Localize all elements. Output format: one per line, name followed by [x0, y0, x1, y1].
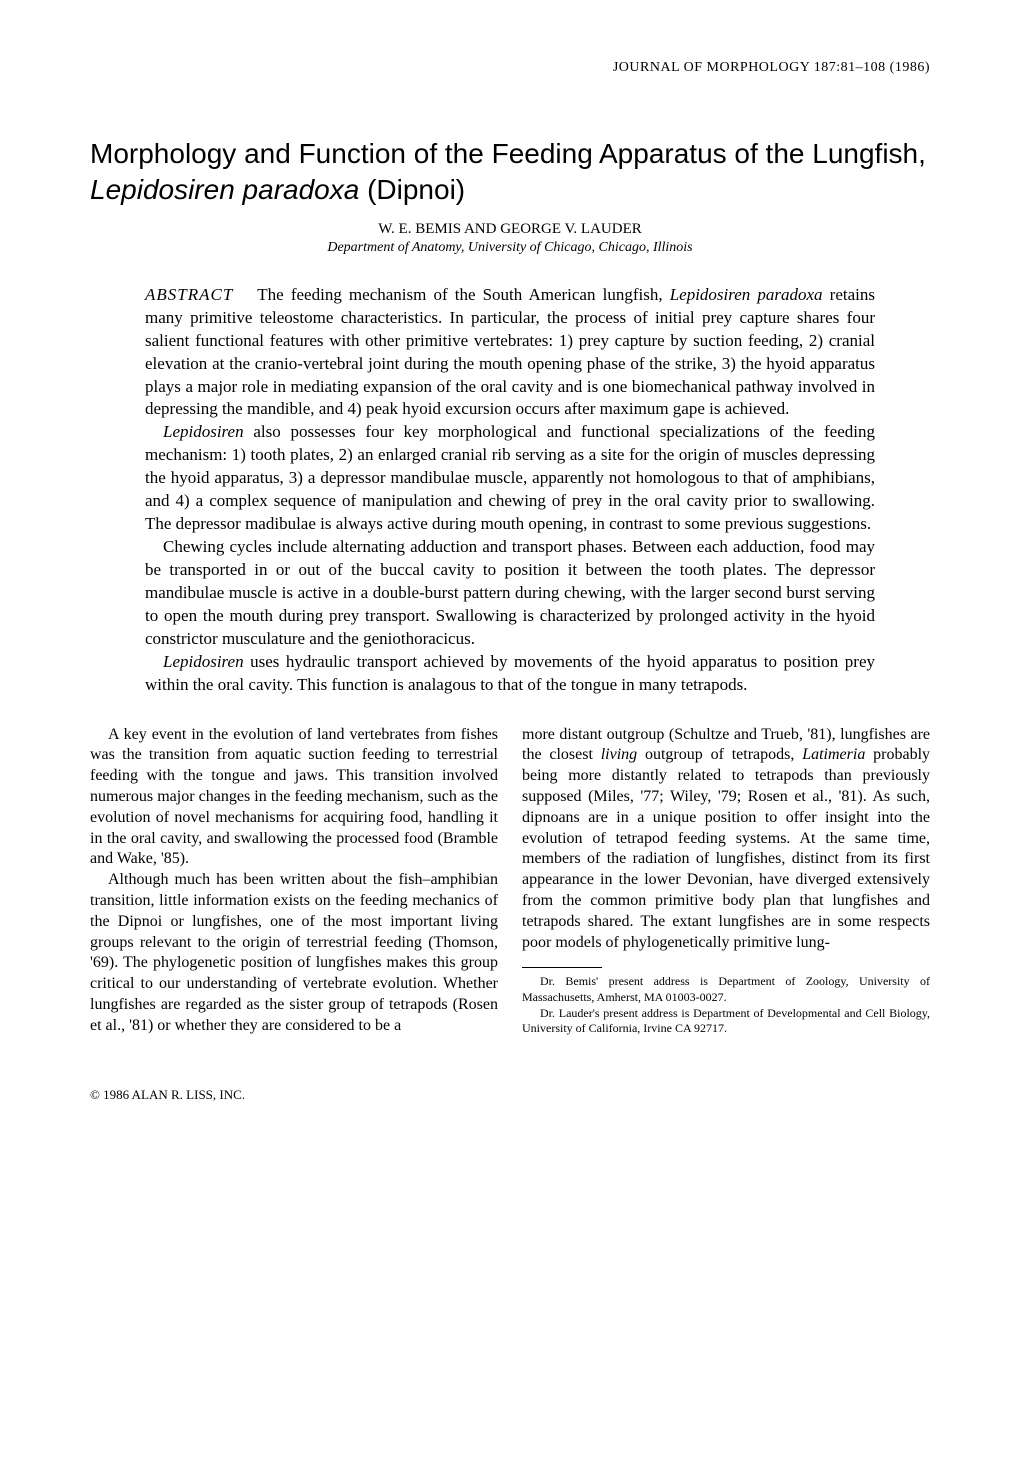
body-p1: A key event in the evolution of land ver…	[90, 725, 498, 871]
abstract-paragraph-3: Chewing cycles include alternating adduc…	[145, 536, 875, 651]
column-left: A key event in the evolution of land ver…	[90, 725, 498, 1037]
journal-header: JOURNAL OF MORPHOLOGY 187:81–108 (1986)	[90, 60, 930, 76]
footnote-rule	[522, 967, 602, 968]
footnote-2: Dr. Lauder's present address is Departme…	[522, 1006, 930, 1037]
abstract-p2-species: Lepidosiren	[163, 422, 244, 441]
title-species: Lepidosiren paradoxa	[90, 174, 359, 205]
copyright: © 1986 ALAN R. LISS, INC.	[90, 1087, 930, 1103]
title-part-2: (Dipnoi)	[359, 174, 465, 205]
authors-names: W. E. BEMIS AND GEORGE V. LAUDER	[378, 221, 642, 237]
body-p3-italic2: Latimeria	[802, 746, 865, 763]
affiliation: Department of Anatomy, University of Chi…	[90, 240, 930, 256]
abstract-paragraph-4: Lepidosiren uses hydraulic transport ach…	[145, 651, 875, 697]
abstract: ABSTRACT The feeding mechanism of the Sou…	[145, 284, 875, 697]
abstract-p1-a: The feeding mechanism of the South Ameri…	[257, 285, 669, 304]
body-p3-c: probably being more distantly related to…	[522, 746, 930, 950]
abstract-p2-a: also possesses four key morphological an…	[145, 422, 875, 533]
abstract-p4-species: Lepidosiren	[163, 652, 244, 671]
body-p3-italic1: living	[601, 746, 637, 763]
article-title: Morphology and Function of the Feeding A…	[90, 136, 930, 209]
abstract-p1-b: retains many primitive teleostome charac…	[145, 285, 875, 419]
abstract-paragraph-1: ABSTRACT The feeding mechanism of the Sou…	[145, 284, 875, 422]
footnote-1: Dr. Bemis' present address is Department…	[522, 974, 930, 1005]
body-p2: Although much has been written about the…	[90, 870, 498, 1036]
column-right: more distant outgroup (Schultze and True…	[522, 725, 930, 1037]
body-p3: more distant outgroup (Schultze and True…	[522, 725, 930, 954]
abstract-p1-species: Lepidosiren paradoxa	[670, 285, 823, 304]
abstract-paragraph-2: Lepidosiren also possesses four key morp…	[145, 421, 875, 536]
authors: W. E. BEMIS AND GEORGE V. LAUDER	[90, 221, 930, 238]
title-part-1: Morphology and Function of the Feeding A…	[90, 138, 926, 169]
body-p3-b: outgroup of tetrapods,	[637, 746, 802, 763]
abstract-p4-a: uses hydraulic transport achieved by mov…	[145, 652, 875, 694]
body-columns: A key event in the evolution of land ver…	[90, 725, 930, 1037]
abstract-label: ABSTRACT	[145, 285, 233, 304]
